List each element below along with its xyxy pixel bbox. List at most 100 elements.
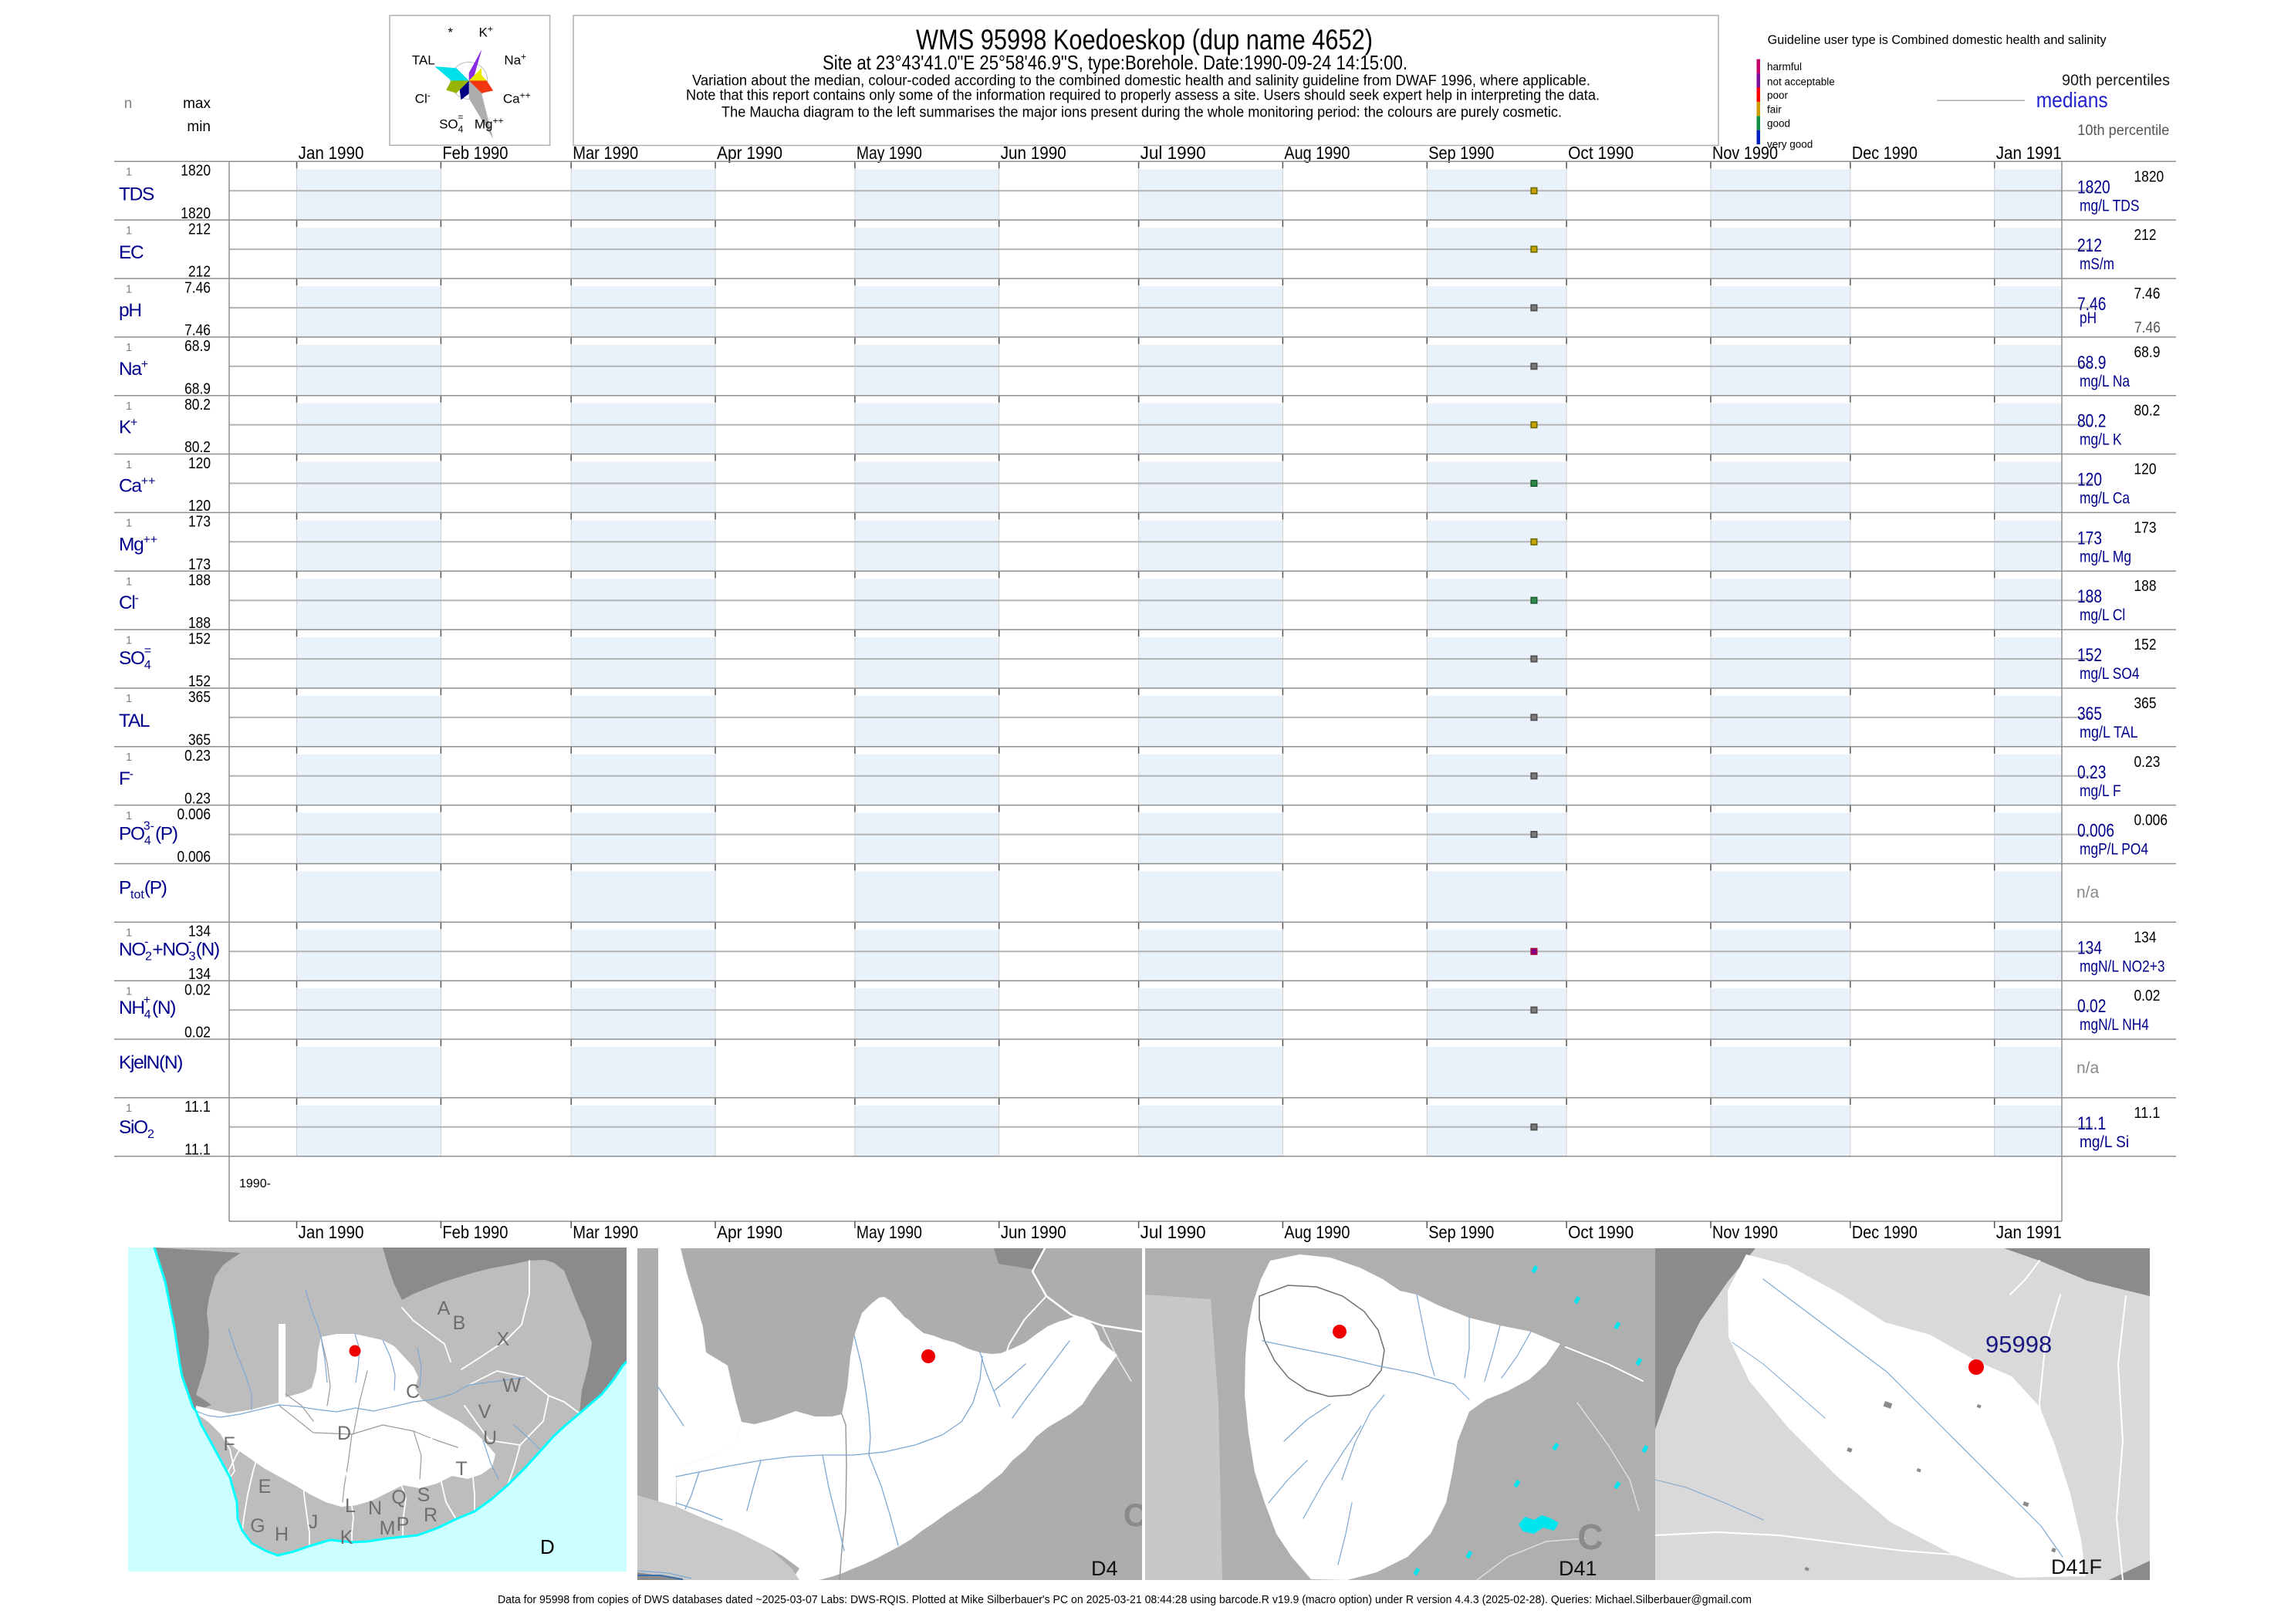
svg-text:D41: D41: [1559, 1557, 1597, 1580]
svg-text:The Maucha diagram to the left: The Maucha diagram to the left summarise…: [721, 105, 1562, 121]
svg-text:Dec 1990: Dec 1990: [1852, 143, 1918, 163]
svg-text:S: S: [417, 1484, 431, 1506]
svg-text:Jan 1991: Jan 1991: [1996, 1222, 2062, 1242]
svg-text:1: 1: [126, 459, 132, 471]
svg-text:1: 1: [126, 986, 132, 998]
svg-text:TDS: TDS: [119, 184, 154, 204]
svg-text:mg/L Mg: mg/L Mg: [2080, 548, 2131, 566]
svg-text:min: min: [187, 119, 211, 135]
svg-text:188: 188: [188, 572, 211, 589]
svg-text:mgN/L NH4: mgN/L NH4: [2080, 1016, 2149, 1034]
svg-text:D: D: [337, 1423, 351, 1444]
svg-text:11.1: 11.1: [184, 1099, 211, 1116]
svg-text:L: L: [345, 1495, 356, 1517]
svg-text:Jun 1990: Jun 1990: [1001, 143, 1066, 163]
svg-text:H: H: [275, 1524, 289, 1545]
svg-text:0.006: 0.006: [2077, 821, 2114, 842]
svg-text:0.006: 0.006: [177, 806, 211, 823]
svg-text:7.46: 7.46: [184, 279, 211, 296]
svg-text:n: n: [124, 96, 133, 112]
svg-text:Nov 1990: Nov 1990: [1712, 1222, 1778, 1242]
svg-text:Apr 1990: Apr 1990: [717, 1222, 782, 1242]
svg-text:pH: pH: [119, 300, 141, 321]
svg-text:365: 365: [2077, 704, 2102, 724]
svg-text:0.02: 0.02: [184, 1025, 211, 1042]
svg-text:NH4+(N): NH4+(N): [119, 994, 175, 1021]
svg-text:11.1: 11.1: [2134, 1105, 2161, 1122]
svg-text:Apr 1990: Apr 1990: [717, 143, 782, 163]
svg-text:80.2: 80.2: [2134, 403, 2161, 420]
svg-text:mg/L F: mg/L F: [2080, 782, 2121, 800]
svg-text:11.1: 11.1: [184, 1141, 211, 1158]
svg-text:1: 1: [126, 400, 132, 413]
svg-text:173: 173: [2134, 519, 2157, 536]
svg-text:good: good: [1767, 118, 1790, 130]
svg-text:Mar 1990: Mar 1990: [573, 143, 638, 163]
svg-text:Nov 1990: Nov 1990: [1712, 143, 1778, 163]
svg-text:mg/L Ca: mg/L Ca: [2080, 490, 2130, 508]
svg-text:EC: EC: [119, 242, 144, 263]
svg-text:V: V: [478, 1401, 492, 1423]
svg-text:WMS 95998 Koedoeskop (dup nam: WMS 95998 Koedoeskop (dup name 4652): [916, 24, 1373, 56]
svg-text:7.46: 7.46: [2077, 294, 2106, 315]
svg-text:152: 152: [188, 630, 211, 647]
svg-text:poor: poor: [1767, 89, 1789, 101]
svg-text:not acceptable: not acceptable: [1767, 76, 1835, 87]
svg-text:fair: fair: [1767, 103, 1782, 115]
svg-text:mg/L Si: mg/L Si: [2080, 1133, 2129, 1151]
svg-text:7.46: 7.46: [2134, 319, 2161, 336]
svg-text:Jan 1991: Jan 1991: [1996, 143, 2062, 163]
svg-text:134: 134: [2134, 929, 2157, 946]
svg-text:68.9: 68.9: [2134, 344, 2161, 361]
svg-text:134: 134: [2077, 937, 2102, 958]
svg-text:10th percentile: 10th percentile: [2077, 123, 2169, 139]
svg-text:1: 1: [126, 693, 132, 705]
svg-text:KjelN(N): KjelN(N): [119, 1052, 182, 1073]
svg-text:May 1990: May 1990: [857, 143, 922, 163]
svg-text:A: A: [438, 1298, 451, 1319]
svg-text:Variation about the median, c: Variation about the median, colour-coded…: [692, 73, 1590, 89]
svg-text:Data for 95998 from copies of: Data for 95998 from copies of DWS databa…: [498, 1593, 1752, 1606]
svg-text:mgN/L NO2+3: mgN/L NO2+3: [2080, 957, 2165, 975]
svg-text:T: T: [455, 1458, 467, 1480]
svg-text:F: F: [223, 1433, 235, 1455]
svg-text:120: 120: [188, 455, 211, 472]
svg-text:Mar 1990: Mar 1990: [573, 1222, 638, 1242]
svg-text:0.23: 0.23: [2077, 762, 2106, 783]
svg-text:1820: 1820: [2077, 177, 2110, 198]
svg-text:152: 152: [2134, 636, 2157, 653]
svg-text:NO2-+NO3-(N): NO2- +NO3- (N): [119, 935, 219, 963]
svg-text:G: G: [250, 1515, 265, 1537]
svg-text:mg/L Cl: mg/L Cl: [2080, 606, 2125, 624]
svg-text:R: R: [424, 1504, 438, 1526]
svg-text:1990-: 1990-: [239, 1177, 271, 1190]
svg-text:1: 1: [126, 576, 132, 589]
svg-text:Sep 1990: Sep 1990: [1428, 143, 1494, 163]
svg-text:120: 120: [188, 498, 211, 515]
svg-text:80.2: 80.2: [2077, 411, 2106, 432]
svg-text:1: 1: [126, 1102, 132, 1115]
svg-text:1: 1: [126, 927, 132, 940]
svg-text:Q: Q: [391, 1487, 406, 1508]
svg-text:Feb 1990: Feb 1990: [442, 143, 508, 163]
svg-text:1: 1: [126, 283, 132, 295]
svg-text:Jun 1990: Jun 1990: [1001, 1222, 1066, 1242]
svg-text:Oct 1990: Oct 1990: [1568, 143, 1634, 163]
svg-text:1: 1: [126, 634, 132, 647]
svg-text:173: 173: [188, 556, 211, 573]
svg-text:365: 365: [188, 689, 211, 706]
svg-text:W: W: [502, 1375, 521, 1396]
svg-text:7.46: 7.46: [184, 322, 211, 339]
svg-text:May 1990: May 1990: [857, 1222, 922, 1242]
svg-text:0.23: 0.23: [2134, 754, 2161, 771]
svg-text:D4: D4: [1091, 1557, 1118, 1580]
svg-text:11.1: 11.1: [2077, 1113, 2106, 1134]
svg-text:1820: 1820: [181, 163, 211, 180]
svg-text:harmful: harmful: [1767, 61, 1802, 73]
svg-text:Dec 1990: Dec 1990: [1852, 1222, 1918, 1242]
svg-text:PO43-(P): PO43-(P): [119, 820, 177, 848]
svg-text:U: U: [483, 1427, 497, 1449]
svg-text:J: J: [309, 1511, 319, 1533]
svg-text:212: 212: [188, 264, 211, 281]
svg-text:P: P: [397, 1514, 410, 1535]
